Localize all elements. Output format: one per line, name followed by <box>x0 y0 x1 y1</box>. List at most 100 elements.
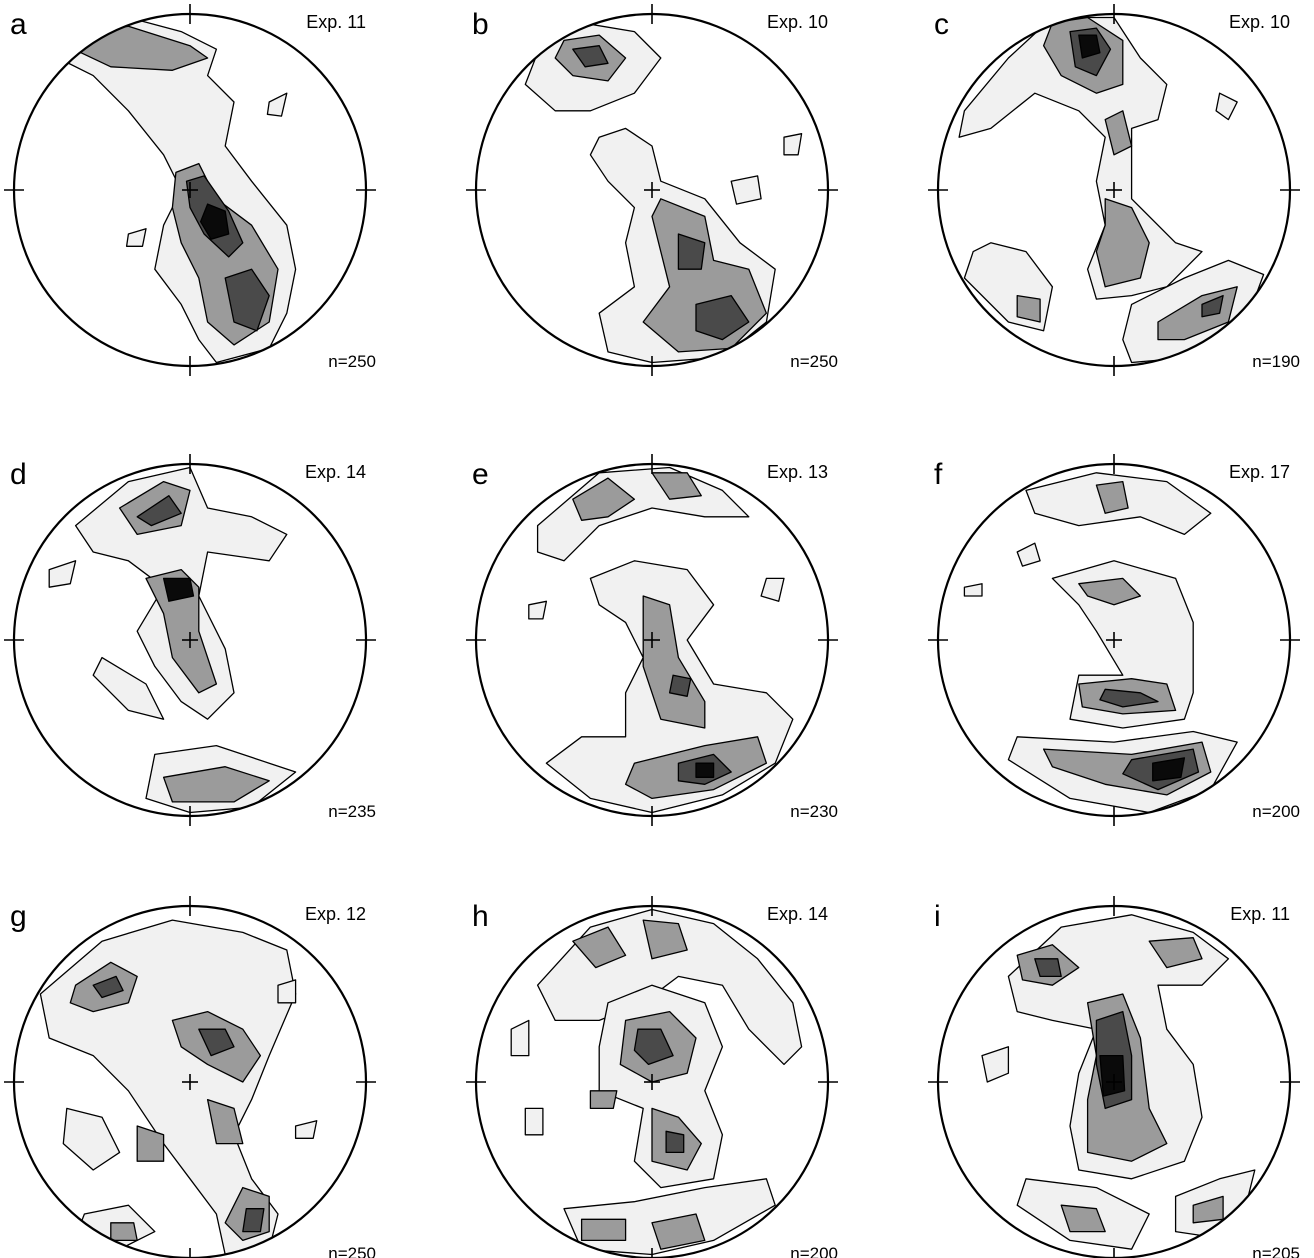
experiment-label: Exp. 13 <box>767 462 828 482</box>
contour-level-2 <box>206 1098 244 1145</box>
contour-level-4 <box>695 762 715 778</box>
contour-level-3 <box>677 233 706 270</box>
contour-level-1 <box>484 294 556 350</box>
contour-level-3 <box>1034 958 1062 978</box>
contour-level-2 <box>572 926 627 969</box>
experiment-label: Exp. 10 <box>1229 12 1290 32</box>
sample-count-label: n=190 <box>1252 352 1300 371</box>
contour-level-1 <box>62 1107 121 1171</box>
density-contours <box>981 914 1256 1250</box>
contour-level-1 <box>783 133 803 156</box>
contour-level-2 <box>580 1218 627 1242</box>
contour-level-1 <box>294 1120 318 1139</box>
contour-level-4 <box>199 203 230 240</box>
contour-level-1 <box>277 979 297 1004</box>
sample-count-label: n=250 <box>328 1244 376 1258</box>
sample-count-label: n=205 <box>1252 1244 1300 1258</box>
contour-level-2 <box>642 595 706 729</box>
density-contours <box>963 472 1238 814</box>
contour-level-2 <box>1095 198 1150 288</box>
sample-count-label: n=235 <box>328 802 376 821</box>
contour-level-2 <box>572 477 636 521</box>
experiment-label: Exp. 17 <box>1229 462 1290 482</box>
contour-level-1 <box>760 577 785 602</box>
stereonet-panel-b: b Exp. 10 n=250 <box>466 4 838 376</box>
contour-level-2 <box>145 568 218 694</box>
contour-level-4 <box>1078 34 1101 59</box>
sample-count-label: n=250 <box>328 352 376 371</box>
contour-level-3 <box>633 1028 674 1066</box>
contour-level-2 <box>589 1090 618 1110</box>
contour-level-2 <box>651 1213 706 1250</box>
contour-level-2 <box>1016 294 1041 323</box>
experiment-label: Exp. 14 <box>767 904 828 924</box>
panel-letter: h <box>472 900 489 933</box>
stereonet-panel-e: e Exp. 13 n=230 <box>466 454 838 826</box>
density-contours <box>484 22 803 364</box>
contour-level-2 <box>110 1222 138 1242</box>
stereonet-panel-g: g Exp. 12 n=250 <box>4 896 376 1258</box>
contour-level-2 <box>1078 577 1142 606</box>
contour-level-1 <box>125 228 147 247</box>
density-contours <box>48 466 297 814</box>
contour-level-3 <box>224 268 270 332</box>
panel-letter: c <box>934 8 949 41</box>
sample-count-label: n=230 <box>790 802 838 821</box>
experiment-label: Exp. 11 <box>1230 904 1290 924</box>
density-contours <box>16 16 297 364</box>
contour-level-1 <box>510 1019 530 1057</box>
panel-letter: f <box>934 458 943 491</box>
contour-level-1 <box>92 656 165 720</box>
panel-letter: e <box>472 458 489 491</box>
contour-level-3 <box>1201 294 1224 318</box>
sample-count-label: n=250 <box>790 352 838 371</box>
sample-count-label: n=200 <box>790 1244 838 1258</box>
contour-level-1 <box>536 466 750 562</box>
sample-count-label: n=200 <box>1252 802 1300 821</box>
panel-letter: a <box>10 8 27 41</box>
contour-level-3 <box>136 495 182 527</box>
experiment-label: Exp. 10 <box>767 12 828 32</box>
panel-letter: d <box>10 458 27 491</box>
contour-level-2 <box>162 766 270 803</box>
density-contours <box>958 16 1265 364</box>
stereonet-panel-a: a Exp. 11 n=250 <box>4 4 376 376</box>
contour-level-3 <box>1099 688 1159 708</box>
contour-level-3 <box>198 1028 235 1057</box>
contour-level-1 <box>963 583 983 597</box>
experiment-label: Exp. 11 <box>306 12 366 32</box>
contour-level-1 <box>1215 92 1238 121</box>
contour-level-1 <box>48 560 77 588</box>
contour-level-2 <box>651 472 702 500</box>
contour-level-2 <box>136 1125 165 1162</box>
panel-letter: i <box>934 900 941 933</box>
contour-level-3 <box>572 45 609 68</box>
contour-level-3 <box>92 975 124 999</box>
contour-level-2 <box>642 919 688 960</box>
contour-level-2 <box>1060 1204 1106 1233</box>
contour-level-1 <box>981 1046 1010 1083</box>
contour-level-2 <box>1095 480 1129 514</box>
contour-level-1 <box>528 600 548 620</box>
contour-level-3 <box>668 674 692 697</box>
contour-level-1 <box>266 92 288 117</box>
contour-level-4 <box>1152 757 1186 782</box>
stereonet-panel-h: h Exp. 14 n=200 <box>466 896 838 1258</box>
contour-level-1 <box>730 175 762 205</box>
density-contours <box>510 908 803 1256</box>
experiment-label: Exp. 12 <box>305 904 366 924</box>
contour-level-4 <box>162 577 195 602</box>
stereonet-panel-i: i Exp. 11 n=205 <box>928 896 1300 1258</box>
density-contours <box>528 466 794 814</box>
contour-level-1 <box>524 1107 544 1136</box>
contour-level-4 <box>1099 1054 1126 1097</box>
contour-level-2 <box>1148 937 1203 969</box>
stereonet-panel-c: c Exp. 10 n=190 <box>928 4 1300 376</box>
contour-level-1 <box>16 303 94 341</box>
experiment-label: Exp. 14 <box>305 462 366 482</box>
contour-level-3 <box>242 1208 265 1233</box>
contour-level-2 <box>1104 110 1133 156</box>
density-contours <box>39 919 318 1256</box>
panel-letter: b <box>472 8 489 41</box>
